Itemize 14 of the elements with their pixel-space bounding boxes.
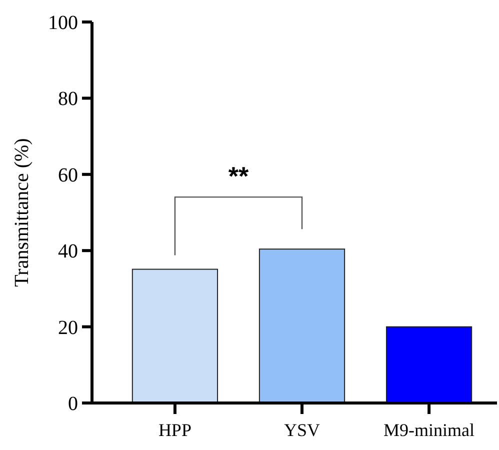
bar xyxy=(132,268,218,404)
y-tick-label: 20 xyxy=(58,316,78,339)
y-tick-label: 80 xyxy=(58,88,78,110)
x-tick-label: HPP xyxy=(158,420,192,440)
annotation: ** xyxy=(228,161,250,192)
y-axis-title: Transmittance (%) xyxy=(11,138,33,287)
y-tick-label: 0 xyxy=(68,393,78,415)
x-tick-label: YSV xyxy=(284,420,320,440)
x-tick-label: M9-minimal xyxy=(384,420,475,440)
y-tick-label: 40 xyxy=(58,240,78,263)
y-tick-label: 100 xyxy=(48,12,78,34)
bar xyxy=(258,248,346,404)
y-tick-label: 60 xyxy=(58,164,78,186)
bar xyxy=(386,326,472,404)
